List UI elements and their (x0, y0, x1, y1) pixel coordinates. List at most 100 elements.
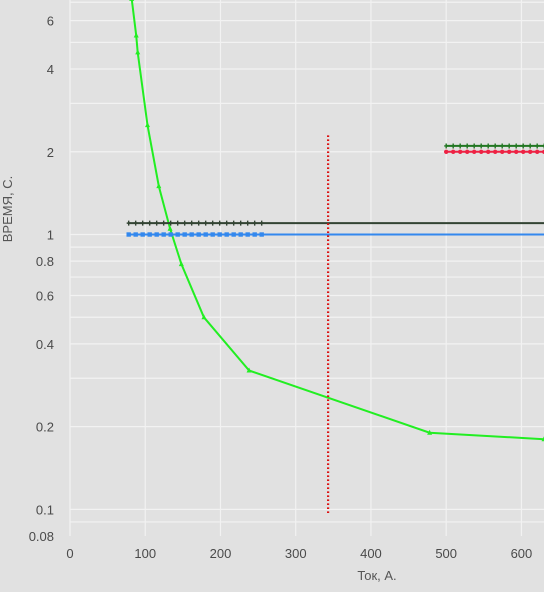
data-point (451, 143, 456, 149)
data-point (147, 220, 152, 226)
data-point (479, 143, 484, 149)
data-point (189, 220, 194, 226)
data-point (527, 149, 533, 154)
y-tick-label: 0.2 (36, 420, 54, 435)
data-point (472, 143, 477, 149)
data-point (210, 232, 215, 237)
data-point (492, 149, 498, 154)
data-point (133, 32, 139, 38)
y-axis-title: ВРЕМЯ, С. (0, 176, 15, 242)
data-point (129, 0, 135, 1)
data-point (175, 232, 180, 237)
data-point (245, 232, 250, 237)
data-point (514, 143, 519, 149)
y-tick-label: 4 (47, 62, 54, 77)
data-point (246, 367, 252, 373)
data-point (140, 232, 145, 237)
data-point (217, 232, 222, 237)
data-point (507, 143, 512, 149)
data-point (140, 220, 145, 226)
series-layer (126, 0, 544, 513)
x-tick-label: 100 (134, 546, 156, 561)
data-point (135, 49, 141, 55)
tick-layer: 0.08 0.1 0.2 0.4 0.6 0.8 1 2 4 6 0 100 200 300 400 500 6… (29, 14, 533, 561)
data-point (189, 232, 194, 237)
x-tick-label: 400 (360, 546, 382, 561)
data-point (500, 143, 505, 149)
data-point (471, 149, 477, 154)
data-point (513, 149, 519, 154)
data-point (133, 220, 138, 226)
data-point (259, 232, 264, 237)
data-point (245, 220, 250, 226)
data-point (541, 149, 544, 154)
data-point (450, 149, 456, 154)
data-point (443, 149, 449, 154)
data-point (259, 220, 264, 226)
data-point (486, 143, 491, 149)
data-point (478, 149, 484, 154)
y-tick-label: 0.4 (36, 337, 54, 352)
y-tick-label: 0.1 (36, 502, 54, 517)
data-point (167, 225, 173, 231)
data-point (175, 220, 180, 226)
data-point (156, 183, 162, 189)
data-point (201, 314, 207, 320)
data-point (144, 122, 150, 128)
data-point (203, 220, 208, 226)
data-point (535, 143, 540, 149)
data-point (528, 143, 533, 149)
y-tick-label: 0.6 (36, 288, 54, 303)
x-axis-title: Ток, А. (357, 568, 396, 583)
data-point (444, 143, 449, 149)
data-point (126, 232, 131, 237)
data-point (499, 149, 505, 154)
data-point (147, 232, 152, 237)
data-point (252, 232, 257, 237)
series-5 (444, 143, 544, 149)
data-point (231, 220, 236, 226)
data-point (154, 232, 159, 237)
y-tick-label: 1 (47, 228, 54, 243)
data-point (178, 261, 184, 267)
y-tick-label: 0.08 (29, 529, 54, 544)
x-tick-label: 0 (66, 546, 73, 561)
data-point (210, 220, 215, 226)
data-point (133, 232, 138, 237)
series-2 (126, 232, 544, 237)
data-point (238, 232, 243, 237)
y-tick-label: 2 (47, 145, 54, 160)
data-point (224, 220, 229, 226)
x-tick-label: 300 (285, 546, 307, 561)
series-6 (443, 149, 544, 154)
data-point (161, 220, 166, 226)
data-point (542, 143, 544, 149)
data-point (427, 429, 433, 435)
series-1 (129, 0, 544, 442)
data-point (182, 220, 187, 226)
data-point (493, 143, 498, 149)
x-tick-label: 600 (511, 546, 533, 561)
data-point (224, 232, 229, 237)
series-line (130, 0, 544, 441)
data-point (196, 232, 201, 237)
data-point (541, 436, 544, 442)
data-point (506, 149, 512, 154)
data-point (464, 149, 470, 154)
series-3 (126, 220, 544, 226)
data-point (196, 220, 201, 226)
data-point (457, 149, 463, 154)
data-point (252, 220, 257, 226)
data-point (126, 220, 131, 226)
data-point (520, 149, 526, 154)
data-point (217, 220, 222, 226)
data-point (203, 232, 208, 237)
x-tick-label: 200 (210, 546, 232, 561)
data-point (465, 143, 470, 149)
data-point (238, 220, 243, 226)
y-tick-label: 0.8 (36, 254, 54, 269)
data-point (154, 220, 159, 226)
x-tick-label: 500 (435, 546, 457, 561)
